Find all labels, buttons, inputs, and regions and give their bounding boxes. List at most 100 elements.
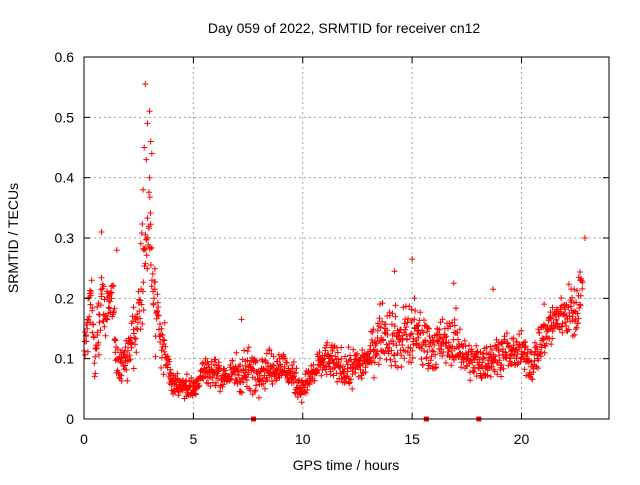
data-point [420,329,427,336]
data-point [342,353,349,360]
data-point [140,186,147,193]
data-point [414,323,421,330]
data-point [144,265,151,272]
data-point [158,364,164,371]
data-point [461,337,468,344]
data-point [429,347,436,354]
data-point [86,313,93,320]
data-point [349,385,356,392]
data-point [335,359,342,365]
data-point [399,342,406,348]
data-point [254,357,260,364]
data-point [409,347,416,354]
data-point [213,379,219,386]
data-point [262,385,268,392]
data-point [500,346,506,353]
data-point [138,230,145,236]
data-point [140,279,147,286]
data-point [539,335,546,342]
data-point [132,341,138,348]
data-point [266,347,273,354]
data-point [423,354,430,361]
data-point [306,381,313,388]
data-point [411,295,418,302]
data-point [518,327,525,334]
data-point [329,356,336,363]
data-point [403,336,410,342]
data-point [127,340,134,347]
data-point [390,338,396,345]
data-point [447,323,454,330]
data-point [380,336,386,343]
x-axis-label: GPS time / hours [293,457,400,473]
data-point [293,365,300,372]
y-tick-label: 0.5 [55,109,75,125]
data-point [577,292,584,299]
data-point [157,321,163,328]
data-point [531,357,538,364]
data-point [473,342,480,349]
data-point [82,351,89,358]
data-point [558,295,565,301]
data-point [104,316,111,323]
data-point [123,366,130,373]
data-point [338,355,345,362]
data-point [498,361,505,368]
data-point [367,348,374,355]
data-point [445,348,452,355]
data-point [93,345,100,351]
data-point [105,304,112,311]
data-point [147,262,154,268]
data-point [483,344,490,351]
data-point [559,329,566,336]
data-point [369,329,376,336]
data-point [410,335,417,342]
data-point [421,347,428,354]
data-point [245,344,252,351]
data-point [130,330,137,337]
data-point [392,313,399,320]
data-point [357,366,364,373]
data-point [334,349,341,356]
data-point [549,304,556,311]
data-point [417,309,424,316]
data-point [289,365,296,372]
data-point [374,320,381,327]
data-point [368,337,375,343]
data-point [97,302,104,309]
data-point [443,333,450,340]
data-point [573,324,580,331]
data-point [398,352,405,359]
data-point [269,381,276,387]
data-point [268,372,275,379]
data-point [256,394,262,401]
data-point [406,352,413,358]
data-point [148,283,155,290]
data-point [115,346,121,353]
y-tick-label: 0 [66,411,74,427]
data-point [202,355,209,362]
data-point [451,316,458,323]
data-point [92,353,99,360]
data-point [469,348,476,355]
data-point [127,356,134,363]
data-point [270,353,277,360]
data-point [96,319,103,326]
data-point [431,342,438,348]
data-point [98,229,105,235]
data-point [290,358,297,365]
data-point [311,377,318,384]
data-point [394,350,401,357]
data-point [534,346,541,353]
data-point [510,335,517,342]
data-point [354,350,361,357]
data-point [192,390,199,397]
data-point [122,344,129,351]
data-point [409,256,416,263]
data-point [148,150,155,157]
data-point [98,274,105,281]
data-point [87,319,94,326]
data-point [233,349,240,356]
data-point [144,234,151,241]
